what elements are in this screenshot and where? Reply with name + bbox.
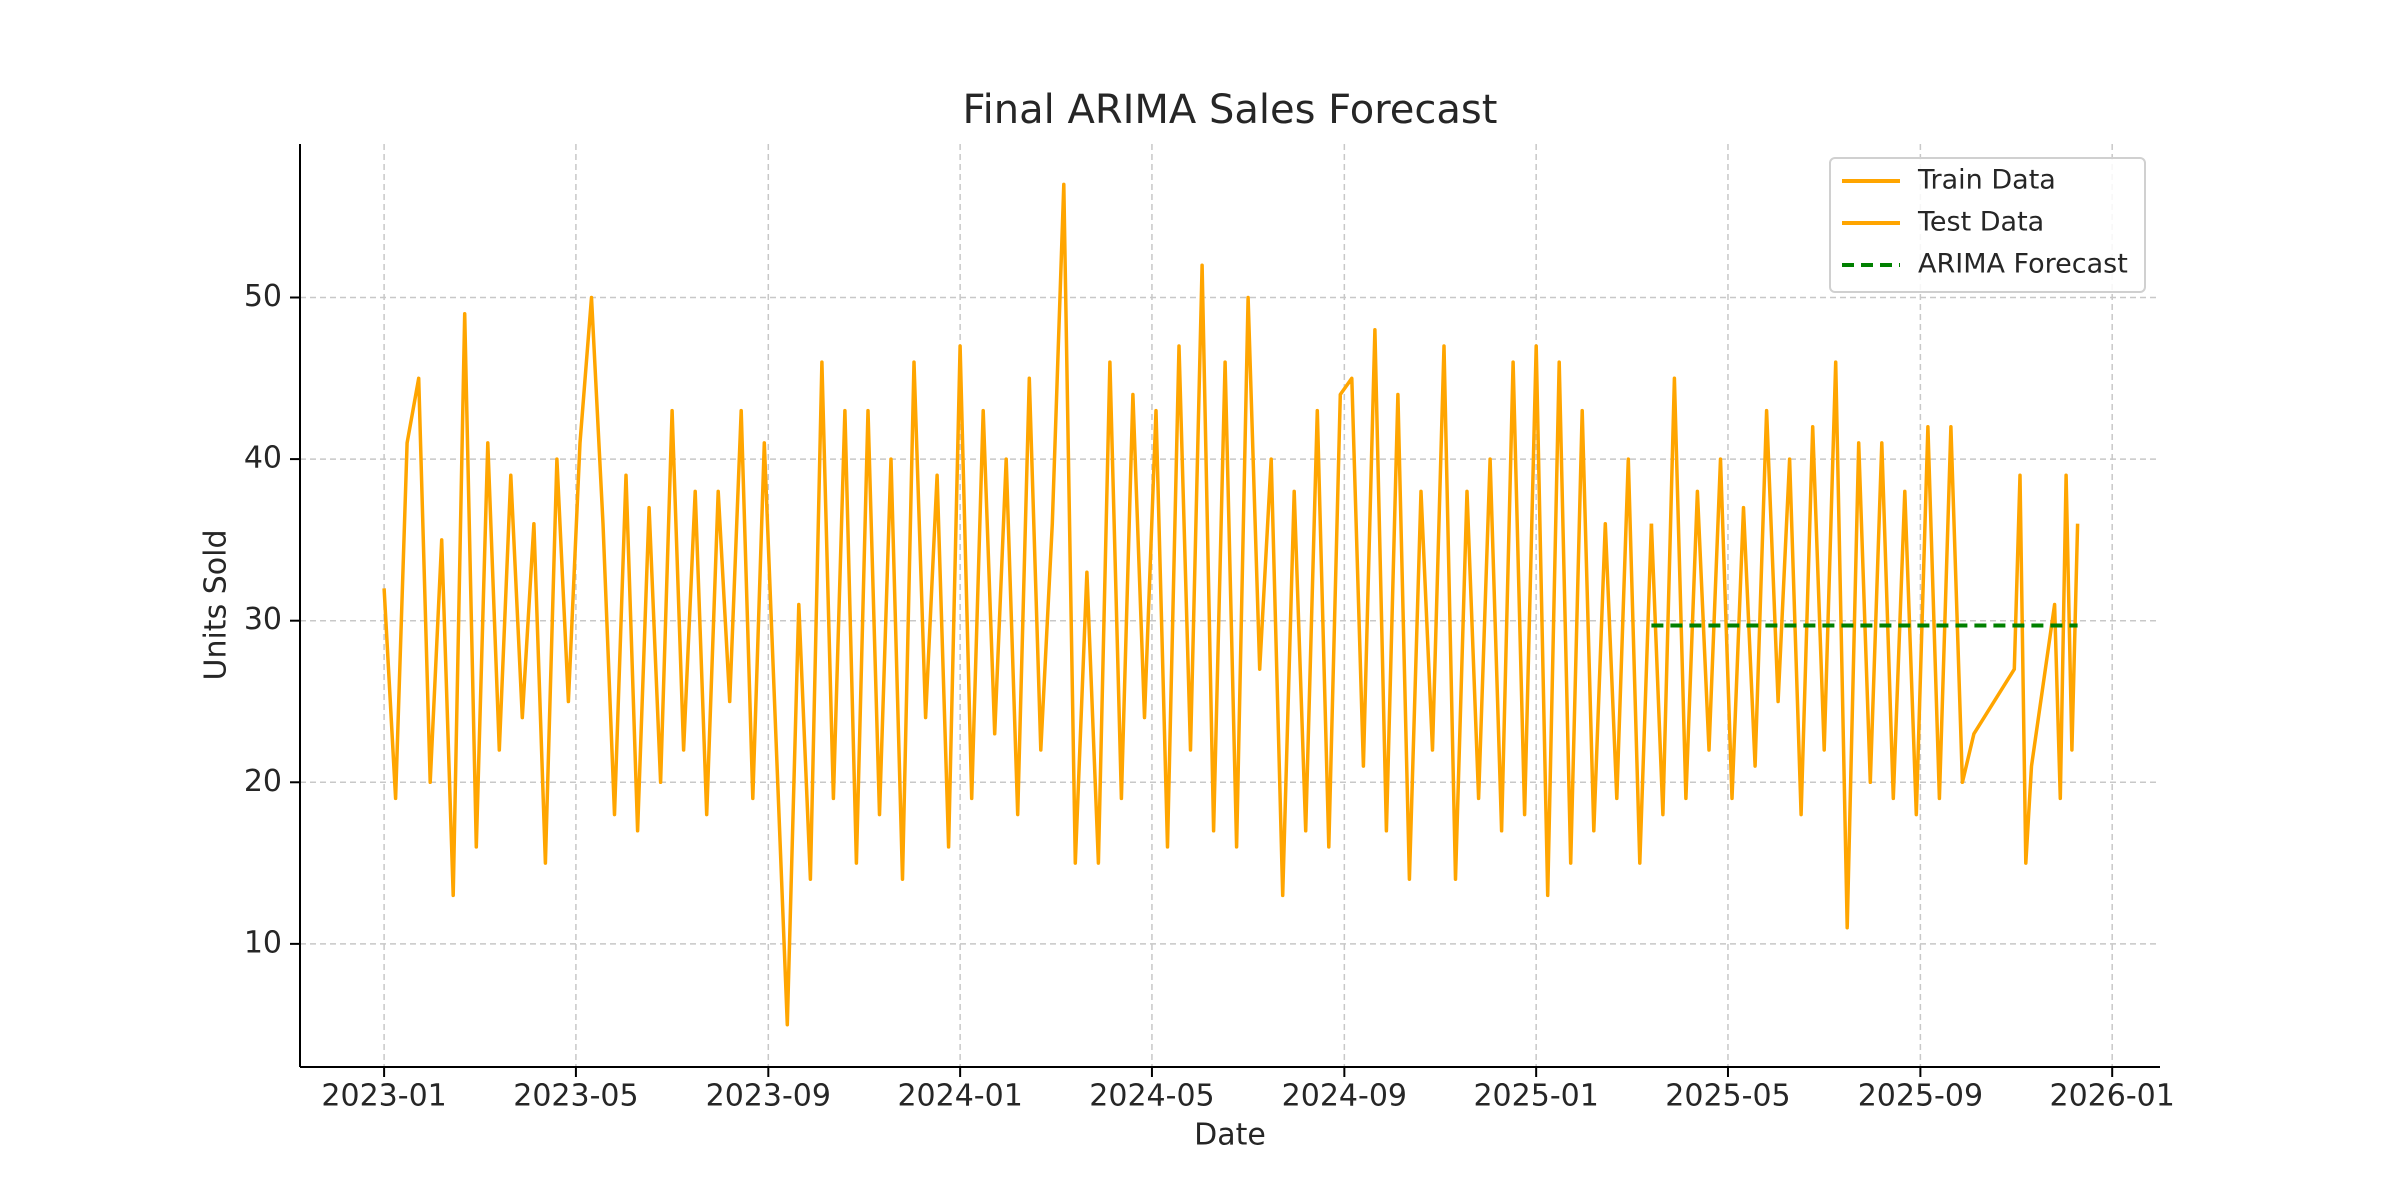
x-tick-label: 2025-05 (1665, 1079, 1790, 1114)
series-line (382, 182, 1654, 1027)
series-line (1649, 360, 2080, 930)
x-tick-label: 2023-01 (321, 1079, 446, 1114)
x-axis-label: Date (1194, 1118, 1266, 1153)
y-tick-label: 30 (244, 602, 282, 637)
y-tick-label: 50 (244, 279, 282, 314)
x-tick-label: 2023-05 (513, 1079, 638, 1114)
y-tick-label: 10 (244, 925, 282, 960)
legend-label: Train Data (1917, 165, 2056, 196)
x-tick-label: 2026-01 (2050, 1079, 2175, 1114)
legend-box (1829, 157, 2146, 293)
y-axis-label: Units Sold (199, 529, 234, 680)
x-tick-label: 2025-09 (1858, 1079, 1983, 1114)
legend-label: Test Data (1917, 207, 2044, 238)
legend: Train Data Test Data ARIMA Forecast (1829, 157, 2146, 293)
legend-label: ARIMA Forecast (1918, 249, 2128, 280)
y-tick-label: 40 (244, 441, 282, 476)
plot-area (382, 182, 2080, 1027)
y-tick-label: 20 (244, 764, 282, 799)
x-tick-label: 2024-05 (1089, 1079, 1214, 1114)
x-tick-label: 2023-09 (706, 1079, 831, 1114)
x-tick-label: 2024-01 (897, 1079, 1022, 1114)
x-tick-label: 2024-09 (1282, 1079, 1407, 1114)
ticks: 2023-01 2023-05 2023-09 2024-01 2024-05 2024-… (244, 279, 2175, 1113)
chart-title: Final ARIMA Sales Forecast (963, 87, 1498, 133)
x-tick-label: 2025-01 (1473, 1079, 1598, 1114)
